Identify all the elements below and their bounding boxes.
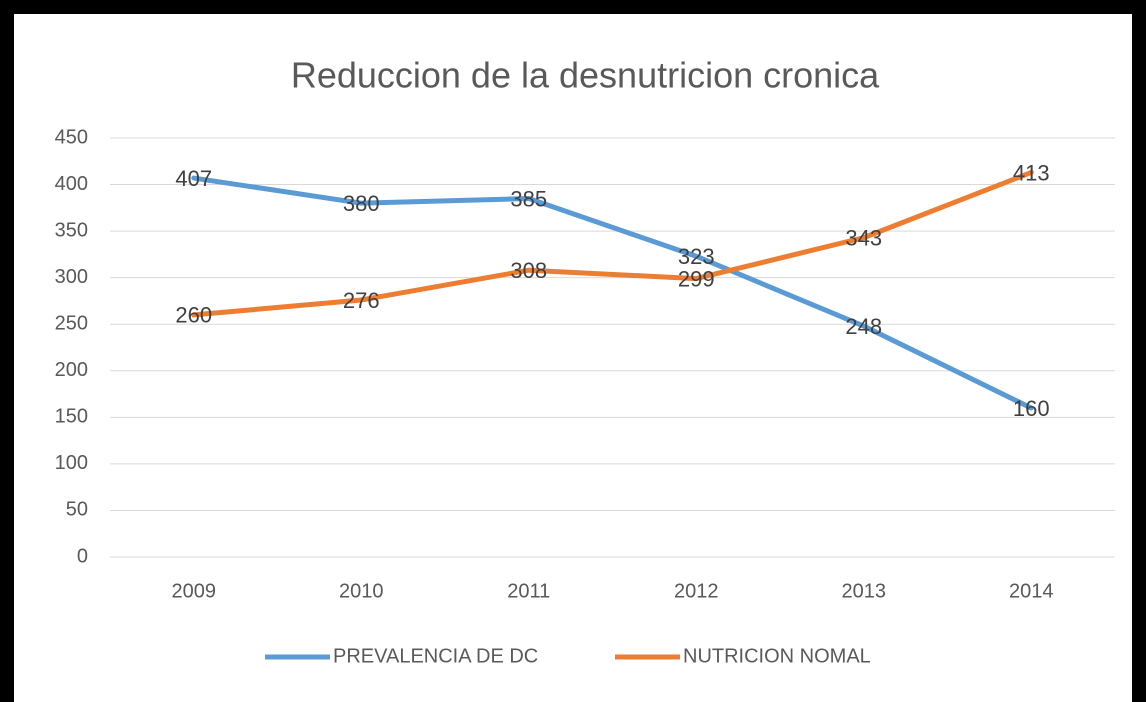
data-label: 299 [678,266,715,291]
x-tick-label: 2012 [674,580,719,602]
y-tick-label: 50 [66,499,88,521]
data-label: 413 [1013,160,1050,185]
y-tick-label: 450 [55,126,88,148]
series-line [191,175,1034,411]
chart-title: Reduccion de la desnutricion cronica [291,55,880,96]
x-tick-label: 2013 [842,580,887,602]
y-tick-label: 100 [55,452,88,474]
y-tick-label: 0 [77,545,88,567]
data-label: 343 [845,225,882,250]
data-label: 385 [510,186,547,211]
y-tick-label: 300 [55,266,88,288]
chart-area [14,14,1132,702]
y-tick-label: 150 [55,406,88,428]
data-label: 260 [175,303,212,328]
data-label: 308 [510,258,547,283]
data-label: 160 [1013,396,1050,421]
legend-label: PREVALENCIA DE DC [333,645,538,667]
y-tick-label: 200 [55,359,88,381]
legend-label: NUTRICION NOMAL [683,645,871,667]
x-tick-label: 2014 [1009,580,1054,602]
data-label: 248 [845,314,882,339]
x-tick-label: 2010 [339,580,384,602]
y-tick-label: 350 [55,219,88,241]
series-line [191,169,1034,318]
data-label: 276 [343,288,380,313]
y-tick-label: 400 [55,173,88,195]
y-tick-label: 250 [55,313,88,335]
data-label: 407 [175,166,212,191]
data-label: 380 [343,191,380,216]
data-label: 323 [678,244,715,269]
x-tick-label: 2011 [507,580,550,602]
x-tick-label: 2009 [172,580,217,602]
